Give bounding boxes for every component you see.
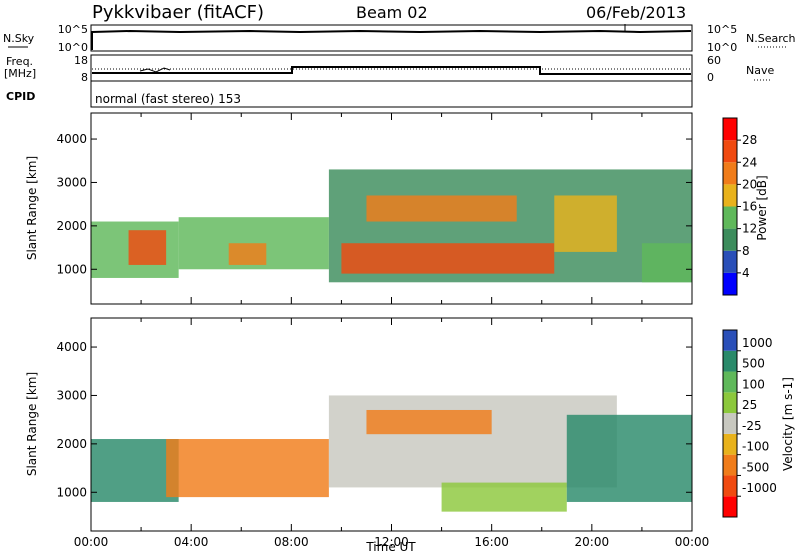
date-title: 06/Feb/2013 bbox=[586, 3, 686, 22]
power-scatter-region bbox=[228, 243, 267, 265]
velocity-colorbar-tick-label: -1000 bbox=[742, 481, 777, 495]
nsky-tick-bottom: 10^0 bbox=[58, 41, 88, 54]
cpid-panel bbox=[90, 80, 693, 108]
nsky-label: N.Sky bbox=[3, 32, 35, 45]
x-tick-label: 12:00 bbox=[374, 535, 409, 549]
nsky-trace bbox=[91, 29, 692, 34]
power-scatter-region bbox=[128, 230, 167, 265]
power-colorbar-tick-label: 20 bbox=[742, 177, 757, 191]
velocity-scatter-region bbox=[441, 482, 567, 512]
nsearch-tick-top: 10^5 bbox=[707, 23, 737, 36]
velocity-colorbar-tick-label: -25 bbox=[742, 419, 762, 433]
nave-noise bbox=[139, 67, 171, 73]
nsky-tick-top: 10^5 bbox=[58, 23, 88, 36]
velocity-ylabel: Slant Range [km] bbox=[25, 372, 39, 476]
velocity-scatter-region bbox=[366, 409, 492, 435]
power-panel: 1000 2000 3000 4000 Slant Range [km] bbox=[25, 112, 693, 305]
nsearch-tick-bottom: 10^0 bbox=[707, 41, 737, 54]
beam-title: Beam 02 bbox=[356, 3, 428, 22]
velocity-ytick-label: 4000 bbox=[56, 340, 87, 354]
power-colorbar: 4 8 12 16 20 24 28 bbox=[722, 117, 757, 296]
velocity-colorbar-segment bbox=[723, 413, 737, 434]
velocity-colorbar-segment bbox=[723, 454, 737, 476]
x-tick-label: 04:00 bbox=[174, 535, 209, 549]
velocity-xticks: 00:00 04:00 08:00 12:00 16:00 20:00 00:00 bbox=[74, 318, 710, 549]
power-scatter-region bbox=[341, 243, 555, 274]
power-colorbar-label: Power [dB] bbox=[755, 175, 769, 240]
velocity-colorbar-segment bbox=[723, 475, 737, 497]
freq-tick-bottom: 8 bbox=[81, 71, 88, 84]
power-colorbar-segment bbox=[723, 250, 737, 273]
velocity-colorbar-segment bbox=[723, 433, 737, 455]
velocity-colorbar-tick-label: 500 bbox=[742, 357, 765, 371]
power-colorbar-segment bbox=[723, 272, 737, 295]
power-colorbar-segment bbox=[723, 140, 737, 163]
power-colorbar-tick-label: 16 bbox=[742, 200, 757, 214]
power-ytick-label: 2000 bbox=[56, 219, 87, 233]
power-colorbar-segment bbox=[723, 162, 737, 185]
power-regions bbox=[91, 169, 692, 283]
nave-tick-top: 60 bbox=[707, 54, 721, 67]
power-colorbar-tick-label: 24 bbox=[742, 155, 757, 169]
x-tick-label: 20:00 bbox=[575, 535, 610, 549]
power-ytick-label: 1000 bbox=[56, 262, 87, 276]
power-colorbar-segment bbox=[723, 184, 737, 207]
x-tick-label: 08:00 bbox=[274, 535, 309, 549]
velocity-colorbar-segment bbox=[723, 392, 737, 414]
power-colorbar-tick-label: 28 bbox=[742, 133, 757, 147]
velocity-scatter-region bbox=[166, 439, 329, 498]
power-scatter-region bbox=[366, 195, 517, 222]
x-tick-label: 16:00 bbox=[474, 535, 509, 549]
velocity-scatter-region bbox=[91, 439, 179, 502]
freq-label: Freq. bbox=[6, 55, 33, 68]
velocity-colorbar-tick-label: 1000 bbox=[742, 336, 773, 350]
power-yticks: 1000 2000 3000 4000 bbox=[56, 132, 692, 276]
power-ytick-label: 3000 bbox=[56, 175, 87, 189]
velocity-colorbar-segment bbox=[723, 496, 737, 517]
velocity-colorbar: 1000 500 100 25 -25 -100 -500 -1000 bbox=[722, 329, 777, 518]
power-colorbar-segment bbox=[723, 228, 737, 251]
power-colorbar-tick-label: 4 bbox=[742, 266, 750, 280]
power-ytick-label: 4000 bbox=[56, 132, 87, 146]
velocity-panel: 1000 2000 3000 4000 00:00 04:00 08:00 12:00 16:… bbox=[25, 317, 710, 549]
velocity-colorbar-tick-label: 25 bbox=[742, 398, 757, 412]
power-xticks bbox=[90, 113, 693, 304]
power-colorbar-tick-label: 12 bbox=[742, 222, 757, 236]
freq-trace bbox=[92, 66, 691, 75]
velocity-colorbar-tick-label: -500 bbox=[742, 460, 769, 474]
nave-tick-bottom: 0 bbox=[707, 71, 714, 84]
nsky-panel bbox=[90, 24, 693, 52]
nave-label: Nave bbox=[746, 64, 774, 77]
power-scatter-region bbox=[641, 243, 692, 283]
velocity-colorbar-segment bbox=[723, 371, 737, 393]
velocity-regions bbox=[91, 395, 692, 512]
velocity-yticks: 1000 2000 3000 4000 bbox=[56, 340, 692, 499]
velocity-colorbar-label: Velocity [m s-1] bbox=[781, 377, 795, 471]
velocity-ytick-label: 2000 bbox=[56, 437, 87, 451]
power-colorbar-tick-label: 8 bbox=[742, 244, 750, 258]
velocity-scatter-region bbox=[566, 414, 692, 502]
velocity-colorbar-segment bbox=[723, 350, 737, 372]
x-tick-label: 00:00 bbox=[675, 535, 710, 549]
velocity-colorbar-segment bbox=[723, 330, 737, 351]
power-colorbar-segment bbox=[723, 118, 737, 141]
station-title: Pykkvibaer (fitACF) bbox=[92, 2, 264, 23]
freq-unit-label: [MHz] bbox=[4, 67, 36, 80]
power-scatter-region bbox=[554, 195, 617, 252]
power-ylabel: Slant Range [km] bbox=[25, 156, 39, 260]
cpid-value: normal (fast stereo) 153 bbox=[95, 92, 241, 106]
x-tick-label: 00:00 bbox=[74, 535, 109, 549]
cpid-label: CPID bbox=[6, 90, 35, 103]
velocity-colorbar-tick-label: -100 bbox=[742, 440, 769, 454]
velocity-colorbar-frame bbox=[722, 329, 738, 518]
velocity-ytick-label: 3000 bbox=[56, 388, 87, 402]
power-colorbar-segment bbox=[723, 206, 737, 229]
nsearch-label: N.Search bbox=[746, 32, 796, 45]
velocity-colorbar-tick-label: 100 bbox=[742, 377, 765, 391]
velocity-ytick-label: 1000 bbox=[56, 485, 87, 499]
x-axis-title: Time UT bbox=[365, 540, 416, 554]
freq-tick-top: 18 bbox=[74, 54, 88, 67]
